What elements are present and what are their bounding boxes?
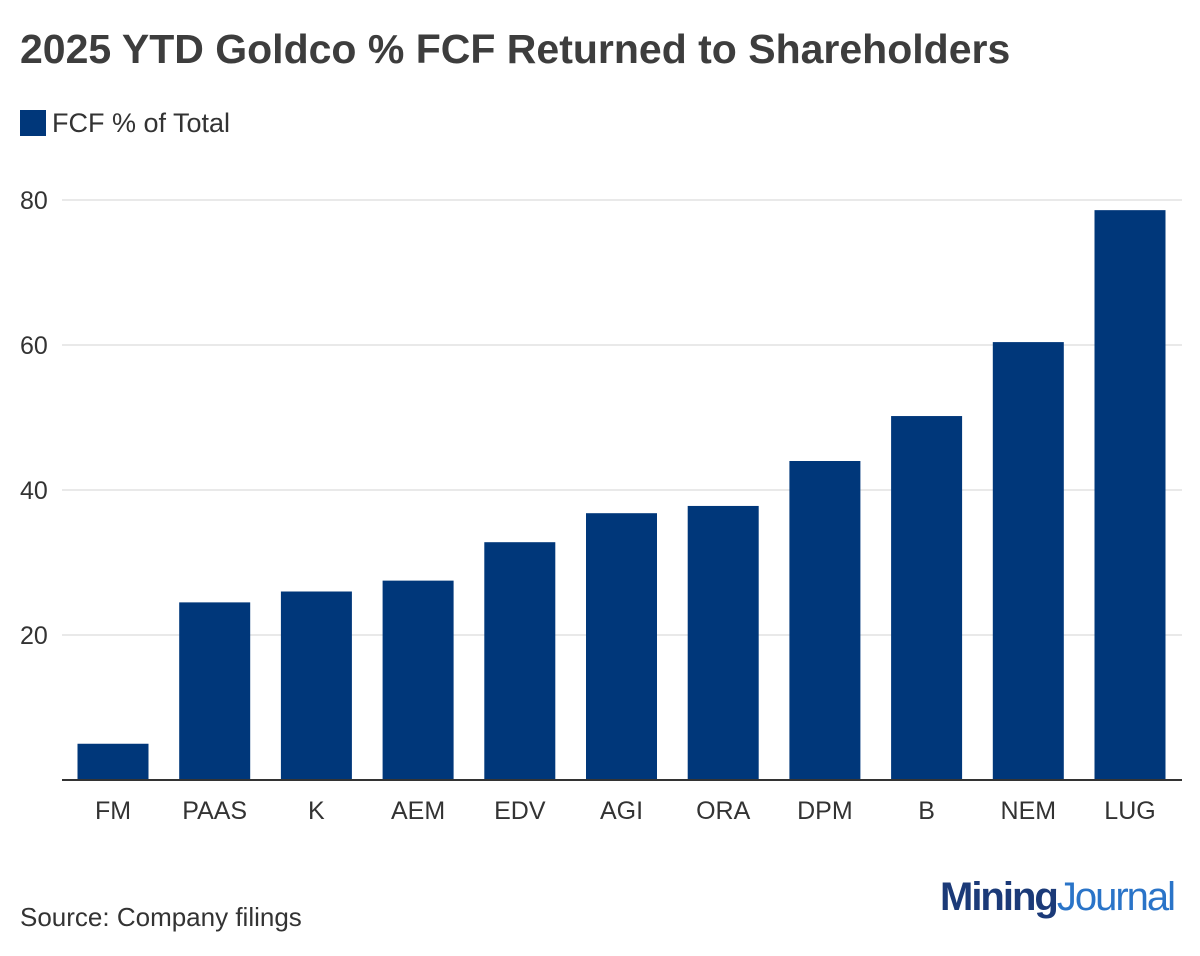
- bar-fm: [77, 743, 149, 780]
- x-tick-label-fm: FM: [95, 797, 131, 825]
- logo-text-mining: Mining: [940, 875, 1057, 919]
- x-tick-label-edv: EDV: [494, 797, 546, 825]
- bar-agi: [586, 513, 657, 780]
- chart-title: 2025 YTD Goldco % FCF Returned to Shareh…: [20, 26, 1011, 72]
- x-tick-label-b: B: [918, 797, 935, 825]
- logo-wordmark: MiningJournal: [940, 875, 1174, 919]
- x-tick-label-dpm: DPM: [797, 797, 853, 825]
- bar-ora: [687, 505, 759, 780]
- bar-lug: [1094, 210, 1166, 780]
- logo-text-journal: Journal: [1057, 875, 1174, 919]
- legend-swatch: [20, 110, 46, 136]
- bar-dpm: [789, 461, 861, 780]
- bars: [77, 210, 1166, 780]
- x-tick-label-paas: PAAS: [182, 797, 247, 825]
- mining-journal-logo: MiningJournal: [940, 875, 1176, 919]
- x-tick-label-k: K: [308, 797, 325, 825]
- bar-b: [891, 416, 963, 780]
- bar-chart: 20 40 60 80 FM PAAS K AEM EDV AGI ORA DPM B NEM LUG: [20, 187, 1182, 825]
- bar-k: [280, 591, 352, 780]
- bar-nem: [992, 342, 1064, 780]
- y-tick-label: 40: [20, 477, 48, 505]
- bar-edv: [484, 542, 556, 780]
- y-tick-label: 60: [20, 332, 48, 360]
- y-tick-label: 80: [20, 187, 48, 215]
- x-axis-ticks: FM PAAS K AEM EDV AGI ORA DPM B NEM LUG: [95, 797, 1156, 825]
- x-tick-label-aem: AEM: [391, 797, 445, 825]
- source-note: Source: Company filings: [20, 902, 302, 932]
- x-tick-label-ora: ORA: [696, 797, 751, 825]
- y-tick-label: 20: [20, 622, 48, 650]
- y-axis-ticks: 20 40 60 80: [20, 187, 48, 650]
- bar-aem: [382, 580, 454, 780]
- legend: FCF % of Total: [20, 106, 230, 140]
- x-tick-label-nem: NEM: [1001, 797, 1057, 825]
- x-tick-label-lug: LUG: [1104, 797, 1155, 825]
- bar-paas: [179, 602, 251, 780]
- legend-label: FCF % of Total: [52, 107, 231, 138]
- x-tick-label-agi: AGI: [600, 797, 643, 825]
